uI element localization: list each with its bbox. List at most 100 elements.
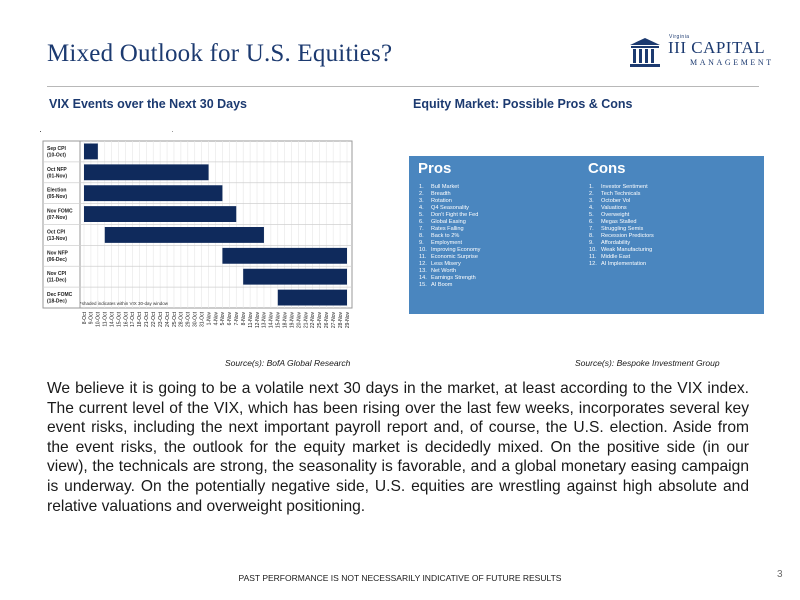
cons-item-text: Weak Manufacturing xyxy=(601,247,653,253)
pros-panel: Pros 1. Bull Market 2. Breadth 3. Rotation 4. Q… xyxy=(409,156,594,314)
event-window-bar xyxy=(84,164,209,181)
pros-item-number: 13. xyxy=(419,268,427,274)
pros-item-text: Back to 2% xyxy=(431,233,460,239)
x-tick-label: 26-Nov xyxy=(324,312,330,329)
pros-item-text: Improving Economy xyxy=(431,247,481,253)
x-tick-label: 20-Nov xyxy=(296,312,302,329)
x-tick-label: 11-Nov xyxy=(248,312,254,328)
cons-panel: Cons 1. Investor Sentiment 2. Tech Technica… xyxy=(579,156,764,314)
pros-item-number: 6. xyxy=(419,219,424,225)
event-date-label: (05-Nov) xyxy=(47,194,67,200)
event-label: Nov NFP xyxy=(47,250,69,256)
pros-item-text: Q4 Seasonality xyxy=(431,205,469,211)
logo-small-text: Virginia xyxy=(669,34,690,40)
x-tick-label: 17-Oct xyxy=(130,311,136,327)
event-label: Sep CPI xyxy=(47,146,67,152)
cons-item: 5. Overweight xyxy=(589,212,654,219)
pros-item: 15. AI Boom xyxy=(419,282,480,289)
pros-item-text: Net Worth xyxy=(431,268,457,274)
pros-item: 8. Back to 2% xyxy=(419,233,480,240)
event-label: Nov FOMC xyxy=(47,209,73,215)
x-tick-label: 28-Nov xyxy=(338,312,344,329)
logo-sub-text: MANAGEMENT xyxy=(690,58,774,67)
x-tick-label: 4-Nov xyxy=(213,312,219,326)
event-window-bar xyxy=(84,185,223,202)
cons-item-text: Valuations xyxy=(601,205,627,211)
vix-source-note: Source(s): BofA Global Research xyxy=(225,358,351,368)
event-label: Oct NFP xyxy=(47,167,67,173)
pros-item: 1. Bull Market xyxy=(419,184,480,191)
building-columns-icon xyxy=(630,38,660,67)
x-tick-label: 12-Nov xyxy=(255,312,261,329)
x-tick-label: 23-Oct xyxy=(158,311,164,327)
x-tick-label: 27-Nov xyxy=(331,312,337,329)
pros-item-number: 12. xyxy=(419,261,427,267)
pros-item-number: 3. xyxy=(419,198,424,204)
cons-item-text: Overweight xyxy=(601,212,630,218)
slide-title: Mixed Outlook for U.S. Equities? xyxy=(47,40,393,67)
cons-item: 3. October Vol xyxy=(589,198,654,205)
cons-item-number: 2. xyxy=(589,191,594,197)
company-logo: Virginia III CAPITAL MANAGEMENT xyxy=(628,34,771,74)
pros-item-number: 14. xyxy=(419,275,427,281)
x-tick-label: 5-Nov xyxy=(220,312,226,326)
x-tick-label: 8-Oct xyxy=(82,311,88,324)
pros-item-text: Earnings Strength xyxy=(431,275,476,281)
pros-item-number: 5. xyxy=(419,212,424,218)
cons-item: 12. AI Implementation xyxy=(589,261,654,268)
cons-item-number: 12. xyxy=(589,261,597,267)
event-label: Nov CPI xyxy=(47,271,67,277)
x-tick-label: 21-Oct xyxy=(144,311,150,327)
pros-item-number: 2. xyxy=(419,191,424,197)
cons-title: Cons xyxy=(588,160,626,177)
x-tick-label: 29-Oct xyxy=(186,311,192,327)
corner-mark xyxy=(172,131,173,132)
event-label: Election xyxy=(47,188,66,194)
event-label: Dec FOMC xyxy=(47,292,73,298)
pros-item-text: Don't Fight the Fed xyxy=(431,212,479,218)
pros-item: 6. Global Easing xyxy=(419,219,480,226)
x-tick-label: 18-Nov xyxy=(283,312,289,329)
x-tick-label: 16-Oct xyxy=(123,311,129,327)
x-tick-label: 18-Oct xyxy=(137,311,143,327)
cons-item: 7. Struggling Semis xyxy=(589,226,654,233)
chart-note: *shaded indicates within VIX 30-day wind… xyxy=(80,301,169,306)
pros-item-text: Rotation xyxy=(431,198,452,204)
cons-item-text: AI Implementation xyxy=(601,261,647,267)
pros-title: Pros xyxy=(418,160,452,177)
event-date-label: (13-Nov) xyxy=(47,236,67,242)
x-tick-label: 14-Nov xyxy=(269,312,275,329)
x-tick-label: 22-Oct xyxy=(151,311,157,327)
x-tick-label: 1-Nov xyxy=(206,312,212,326)
cons-item-number: 1. xyxy=(589,184,594,190)
cons-item-text: Middle East xyxy=(601,254,631,260)
corner-mark xyxy=(40,131,41,132)
x-tick-label: 30-Oct xyxy=(193,311,199,327)
x-tick-label: 14-Oct xyxy=(109,311,115,327)
x-tick-label: 22-Nov xyxy=(310,312,316,329)
cons-item: 6. Megas Stalled xyxy=(589,219,654,226)
pros-item-number: 15. xyxy=(419,282,427,288)
pros-item-number: 9. xyxy=(419,240,424,246)
logo-main-text: III CAPITAL xyxy=(668,38,766,57)
cons-item: 1. Investor Sentiment xyxy=(589,184,654,191)
event-date-label: (01-Nov) xyxy=(47,173,67,179)
event-date-label: (11-Dec) xyxy=(47,278,67,284)
cons-item-number: 7. xyxy=(589,226,594,232)
x-tick-label: 13-Nov xyxy=(262,312,268,329)
event-window-bar xyxy=(243,268,347,285)
cons-item: 2. Tech Technicals xyxy=(589,191,654,198)
x-tick-label: 11-Oct xyxy=(103,311,109,326)
x-tick-label: 9-Oct xyxy=(89,311,95,324)
pros-item: 12. Less Misery xyxy=(419,261,480,268)
vix-events-chart: Sep CPI (10-Oct) Oct NFP (01-Nov) Election (0… xyxy=(38,128,358,348)
event-date-label: (07-Nov) xyxy=(47,215,67,221)
x-tick-label: 28-Oct xyxy=(179,311,185,327)
vix-section-heading: VIX Events over the Next 30 Days xyxy=(49,97,248,111)
cons-item-text: Megas Stalled xyxy=(601,219,637,225)
pros-item-text: Economic Surprise xyxy=(431,254,478,260)
pros-item-text: Less Misery xyxy=(431,261,461,267)
pros-item-number: 11. xyxy=(419,254,427,260)
pros-item: 11. Economic Surprise xyxy=(419,254,480,261)
cons-item-text: Investor Sentiment xyxy=(601,184,648,190)
